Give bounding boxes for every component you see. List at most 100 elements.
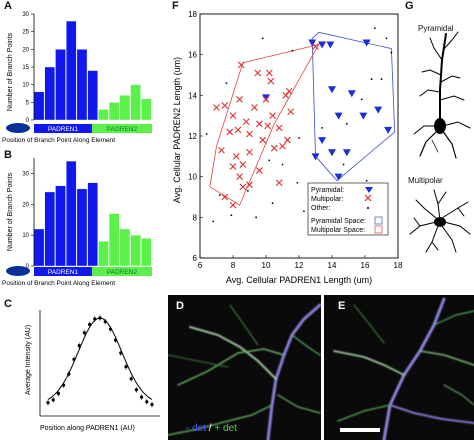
- c-point-17: [134, 388, 138, 392]
- bar-b-10: [141, 238, 152, 267]
- multipolar-point-0: [312, 43, 319, 50]
- other-point-20: [360, 98, 363, 101]
- other-point-5: [271, 202, 274, 205]
- panel-a-seg2-label: PADREN2: [107, 126, 138, 133]
- bar-b-7: [108, 213, 120, 267]
- c-point-13: [114, 338, 118, 342]
- other-point-24: [225, 82, 228, 85]
- multipolar-point-28: [284, 136, 291, 144]
- x-stroke: [232, 152, 240, 160]
- panel-d-micrograph: [168, 295, 321, 440]
- x-stroke: [270, 144, 278, 152]
- multipolar-point-37: [229, 201, 237, 209]
- panel-d-caption: - det / + det: [186, 423, 237, 434]
- panel-b-seg1-label: PADREN1: [48, 269, 79, 276]
- f-xtick-label: 6: [198, 261, 203, 270]
- panel-a-ylabel: Number of Branch Points: [7, 32, 14, 111]
- multipolar-soma: [434, 217, 446, 227]
- c-point-8: [88, 322, 92, 327]
- panel-e-letter: E: [338, 300, 346, 312]
- x-stroke: [251, 104, 258, 111]
- x-stroke: [246, 148, 253, 156]
- multipolar-point-23: [218, 146, 225, 154]
- multipolar-point-18: [234, 126, 242, 134]
- f-xtick-label: 18: [394, 261, 403, 270]
- panel-e-micrograph: [324, 295, 474, 440]
- c-point-18: [140, 395, 144, 399]
- panel-f-points: [205, 27, 393, 223]
- other-point-23: [345, 122, 348, 125]
- x-stroke: [275, 124, 283, 132]
- f-xtick-label: 10: [262, 261, 271, 270]
- x-stroke: [229, 163, 237, 170]
- panel-a-yticks: 0 5 10 15 20 25 30: [22, 12, 34, 124]
- multipolar-point-19: [246, 130, 253, 138]
- caption-plus-det: + det: [214, 423, 237, 434]
- multipolar-point-30: [239, 161, 247, 168]
- c-point-16: [129, 377, 133, 381]
- pyramidal-soma: [434, 118, 446, 134]
- x-stroke: [242, 118, 250, 126]
- multipolar-point-4: [267, 77, 275, 85]
- multipolar-point-8: [251, 104, 258, 111]
- multipolar-point-5: [213, 104, 220, 111]
- bar-a-6: [98, 109, 109, 121]
- multipolar-point-21: [275, 124, 283, 132]
- other-point-16: [385, 37, 388, 40]
- c-point-11: [103, 320, 107, 324]
- panel-a-padren1-segment: [34, 124, 92, 133]
- ytick-label: 30: [22, 12, 29, 18]
- f-ytick-label: 18: [188, 10, 197, 19]
- ytick-label: 20: [22, 202, 29, 208]
- panel-a-chart: Number of Branch Points 0 5 10 15 20 25 30 PAD…: [2, 12, 152, 144]
- other-point-8: [303, 210, 305, 213]
- x-stroke: [256, 167, 263, 174]
- panel-a-letter: A: [4, 0, 12, 12]
- x-stroke: [287, 108, 295, 115]
- other-point-2: [230, 214, 233, 217]
- other-point-19: [298, 137, 300, 139]
- c-point-3: [62, 383, 66, 387]
- other-point-6: [281, 163, 284, 166]
- panel-f-xlabel: Avg. Cellular PADREN1 Length (um): [226, 275, 372, 285]
- f-xtick-label: 14: [328, 261, 337, 270]
- pyramidal-point-5: [347, 90, 356, 98]
- multipolar-point-6: [221, 102, 229, 109]
- multipolar-point-24: [232, 152, 240, 160]
- multipolar-point-17: [226, 128, 234, 136]
- c-point-12: [108, 327, 112, 331]
- panel-c-xlabel: Position along PADREN1 (AU): [40, 425, 135, 432]
- multipolar-point-34: [275, 179, 283, 187]
- caption-minus-det: - det: [186, 423, 207, 434]
- pyramidal-point-1: [318, 41, 327, 49]
- caption-separator: /: [206, 423, 215, 434]
- x-stroke: [229, 112, 237, 120]
- panel-b-padren1-segment: [34, 267, 92, 276]
- panel-a-padren2-segment: [92, 124, 152, 133]
- legend-other-marker: [367, 207, 369, 209]
- panel-b-xlabel: Position of Branch Point Along Element: [2, 280, 115, 287]
- c-point-9: [93, 317, 97, 321]
- legend-pyramidal-label: Pyramidal:: [311, 187, 344, 194]
- x-stroke: [279, 142, 286, 150]
- c-point-7: [82, 331, 86, 335]
- legend-multipolar-label: Multipolar:: [311, 196, 343, 203]
- panel-b-yticks: 0 10 20 30: [22, 171, 34, 270]
- panel-b-ylabel: Number of Branch Points: [7, 172, 14, 251]
- pyramidal-point-10: [318, 137, 327, 145]
- x-stroke: [256, 120, 263, 128]
- panel-a-xlabel: Position of Branch Point Along Element: [2, 137, 115, 144]
- pyramidal-point-14: [384, 126, 393, 134]
- ytick-label: 0: [26, 118, 30, 124]
- multipolar-point-35: [246, 181, 253, 189]
- legend-pyr-space-marker: [374, 216, 383, 225]
- x-stroke: [239, 183, 247, 191]
- bar-a-3: [65, 20, 77, 121]
- multipolar-point-12: [229, 112, 237, 120]
- pyramidal-point-6: [359, 112, 368, 120]
- ytick-label: 10: [22, 233, 29, 239]
- x-stroke: [269, 112, 276, 120]
- ytick-label: 15: [22, 65, 29, 71]
- multipolar-point-11: [285, 87, 293, 95]
- multipolar-point-1: [237, 61, 245, 69]
